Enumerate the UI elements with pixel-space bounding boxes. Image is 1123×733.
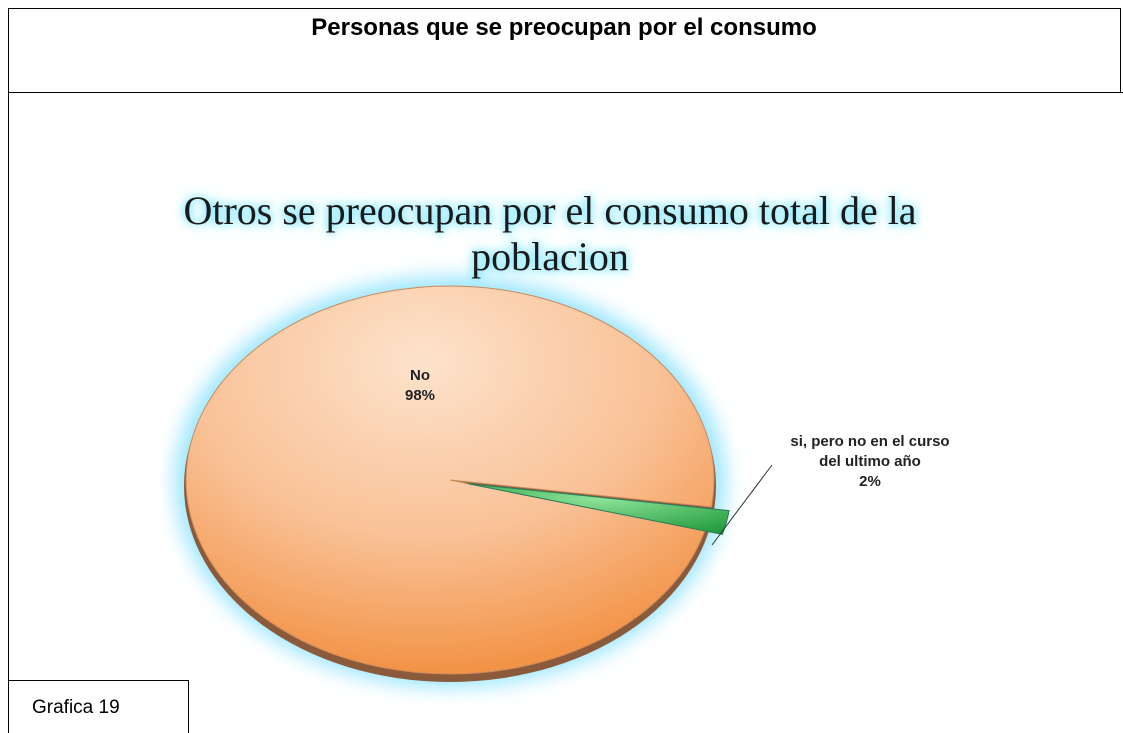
leader-line xyxy=(711,464,773,546)
value-label: 2% xyxy=(859,473,881,490)
caption: Grafica 19 xyxy=(8,680,189,733)
chart-title: Otros se preocupan por el consumo total … xyxy=(183,188,917,279)
table-border xyxy=(8,8,1120,9)
value-label: 98% xyxy=(404,387,436,404)
pie-slice xyxy=(467,483,730,536)
pie-slice xyxy=(185,285,715,675)
table-header: Personas que se preocupan por el consumo xyxy=(311,14,817,41)
data-label: si, pero no en el curso del ultimo año 2% xyxy=(770,432,970,492)
table-border xyxy=(1120,8,1121,92)
data-label: No 98% xyxy=(370,366,470,406)
category-label: No xyxy=(410,367,430,384)
category-label: si, pero no en el curso del ultimo año xyxy=(790,433,950,470)
table-border xyxy=(8,8,9,733)
table-border xyxy=(8,92,1123,93)
